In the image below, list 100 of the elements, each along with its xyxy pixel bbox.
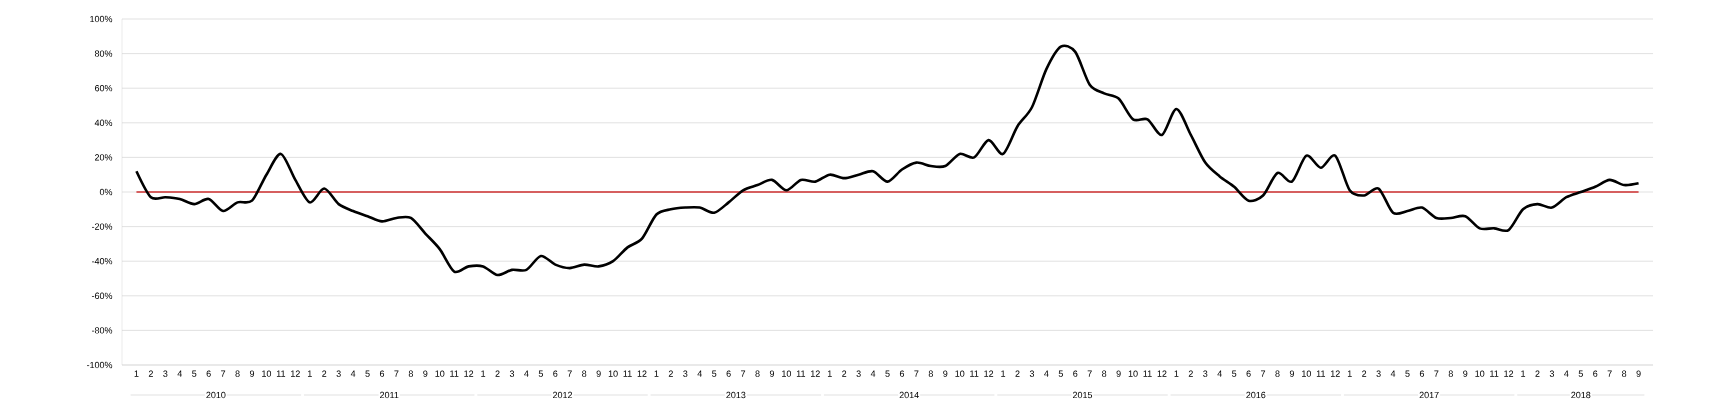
x-tick-label: 10 [955,370,965,377]
x-tick-label: 2 [1362,370,1367,377]
x-tick-label: 8 [582,370,587,377]
y-tick-label: -80% [91,327,113,334]
x-tick-label: 6 [553,370,558,377]
x-tick-label: 9 [1289,370,1294,377]
x-tick-label: 7 [914,370,919,377]
text: 2013 [726,391,746,399]
x-tick-label: 12 [637,370,647,377]
x-tick-label: 8 [928,370,933,377]
x-tick-label: 5 [1058,370,1063,377]
x-tick-label: 12 [810,370,820,377]
x-tick-label: 7 [1607,370,1612,377]
x-tick-label: 5 [1578,370,1583,377]
x-tick-label: 2 [1188,370,1193,377]
x-tick-label: 6 [206,370,211,377]
x-tick-label: 10 [782,370,792,377]
x-tick-label: 2 [1015,370,1020,377]
y-tick-label: -100% [86,361,113,369]
x-tick-label: 3 [509,370,515,377]
text: 2010 [206,391,226,399]
x-tick-label: 4 [1044,370,1049,377]
x-tick-label: 11 [970,370,979,377]
x-tick-label: 5 [365,370,370,377]
x-tick-label: 4 [697,370,702,377]
x-tick-label: 10 [1302,370,1312,377]
line-series [135,45,1640,277]
x-tick-label: 2 [322,370,327,377]
x-tick-label: 6 [726,370,731,377]
x-tick-label: 6 [1246,370,1251,377]
x-tick-label: 1 [134,370,139,377]
x-tick-label: 9 [423,370,428,377]
x-tick-label: 2 [148,370,153,377]
x-tick-label: 9 [1636,370,1641,377]
x-tick-label: 12 [1157,370,1167,377]
x-tick-label: 12 [984,370,994,377]
x-tick-label: 6 [1073,370,1078,377]
x-tick-label: 8 [1102,370,1107,377]
x-tick-label: 7 [1434,370,1439,377]
y-tick-label: 100% [90,15,113,23]
y-tick-label: 80% [94,50,113,57]
x-tick-label: 11 [450,370,459,377]
x-tick-label: 7 [221,370,226,377]
x-tick-label: 11 [623,370,632,377]
x-tick-label: 3 [336,370,341,377]
x-tick-label: 2 [842,370,847,377]
text: 2014 [899,391,919,399]
x-tick-label: 4 [350,370,356,377]
x-tick-label: 1 [654,370,659,377]
x-tick-label: 8 [235,370,240,377]
text: 2015 [1072,391,1093,399]
x-tick-label: 3 [856,370,861,377]
x-tick-label: 10 [435,370,445,377]
x-tick-label: 12 [291,370,300,377]
x-tick-label: 9 [1116,370,1121,377]
x-tick-label: 1 [1347,370,1352,377]
y-tick-label: 40% [94,119,113,126]
x-tick-label: 11 [1143,370,1152,377]
x-tick-label: 8 [408,370,413,377]
x-tick-label: 3 [1549,370,1555,377]
x-tick-label: 4 [1390,370,1396,377]
x-tick-label: 1 [481,370,486,377]
x-tick-label: 11 [1316,370,1326,377]
x-tick-label: 10 [608,370,618,377]
x-tick-label: 6 [1593,370,1598,377]
x-tick-label: 6 [379,370,385,377]
x-tick-label: 4 [1564,370,1569,377]
y-tick-label: -20% [91,223,113,230]
x-tick-label: 6 [899,370,905,377]
x-tick-label: 8 [1275,370,1280,377]
y-tick-label: 20% [94,154,113,161]
x-tick-label: 10 [1128,370,1138,377]
x-tick-label: 4 [870,370,876,377]
x-tick-label: 7 [567,370,572,377]
x-tick-label: 5 [1232,370,1237,377]
x-tick-label: 10 [262,370,272,377]
x-tick-label: 7 [1261,370,1266,377]
x-tick-label: 8 [1622,370,1627,377]
x-tick-label: 7 [741,370,746,377]
x-tick-label: 8 [755,370,760,377]
x-tick-label: 3 [1376,370,1381,377]
x-tick-label: 6 [1419,370,1425,377]
text: 2016 [1246,391,1266,399]
y-tick-label: -60% [91,292,113,299]
x-tick-label: 1 [307,370,312,377]
text: 2017 [1419,391,1439,399]
x-tick-label: 3 [683,370,688,377]
x-tick-label: 10 [1475,370,1485,377]
x-tick-label: 12 [1504,370,1514,377]
x-tick-label: 9 [1463,370,1468,377]
text: 2011 [380,391,399,399]
x-tick-label: 3 [1203,370,1208,377]
x-tick-label: 11 [796,370,806,377]
x-tick-label: 9 [249,370,255,377]
x-tick-label: 8 [1448,370,1453,377]
x-tick-label: 1 [1521,370,1526,377]
x-tick-label: 7 [394,370,399,377]
x-tick-label: 1 [1001,370,1006,377]
x-tick-label: 4 [177,370,182,377]
x-tick-label: 3 [163,370,168,377]
